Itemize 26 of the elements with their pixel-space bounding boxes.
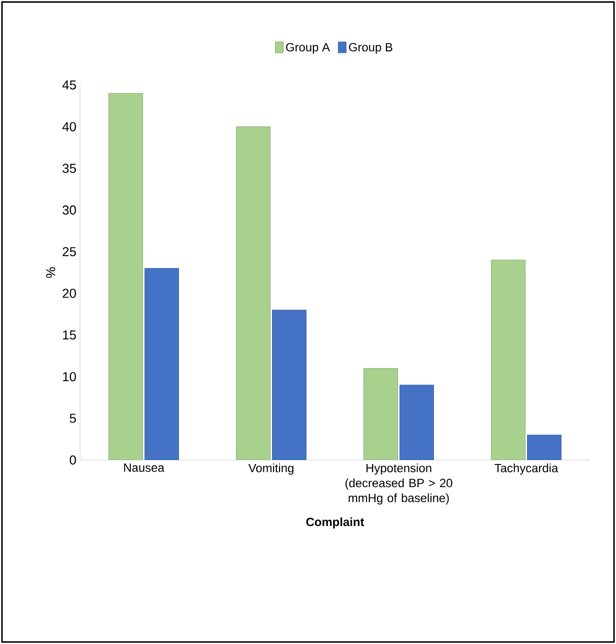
bar [272, 310, 306, 460]
x-axis-title: Complaint [306, 517, 364, 529]
y-tick-label: 10 [63, 372, 76, 382]
x-tick-label: Hypotension (decreased BP > 20 mmHg of baseline) [345, 464, 452, 505]
y-tick-label: 40 [62, 122, 76, 132]
x-tick-label: Vomiting [248, 464, 294, 475]
y-tick-label: 20 [62, 288, 76, 298]
x-tick-label: Tachycardia [494, 464, 558, 475]
bar [527, 434, 562, 460]
bar [364, 368, 398, 460]
y-tick-label: 45 [62, 80, 76, 90]
legend-label: Group A [286, 42, 330, 54]
bar [144, 268, 179, 460]
bar [491, 260, 526, 460]
y-tick-label: 0 [70, 455, 76, 465]
y-tick-label: 25 [62, 247, 76, 256]
y-tick-label: 35 [62, 164, 76, 173]
y-tick-label: 15 [63, 330, 76, 340]
bar [108, 93, 143, 460]
legend-label: Group B [348, 42, 392, 54]
x-tick-label: Nausea [124, 464, 164, 472]
y-tick-label: 5 [70, 414, 76, 423]
bar [400, 384, 434, 460]
y-axis-title: % [46, 267, 56, 278]
y-tick-label: 30 [62, 205, 76, 215]
bar [236, 126, 270, 460]
